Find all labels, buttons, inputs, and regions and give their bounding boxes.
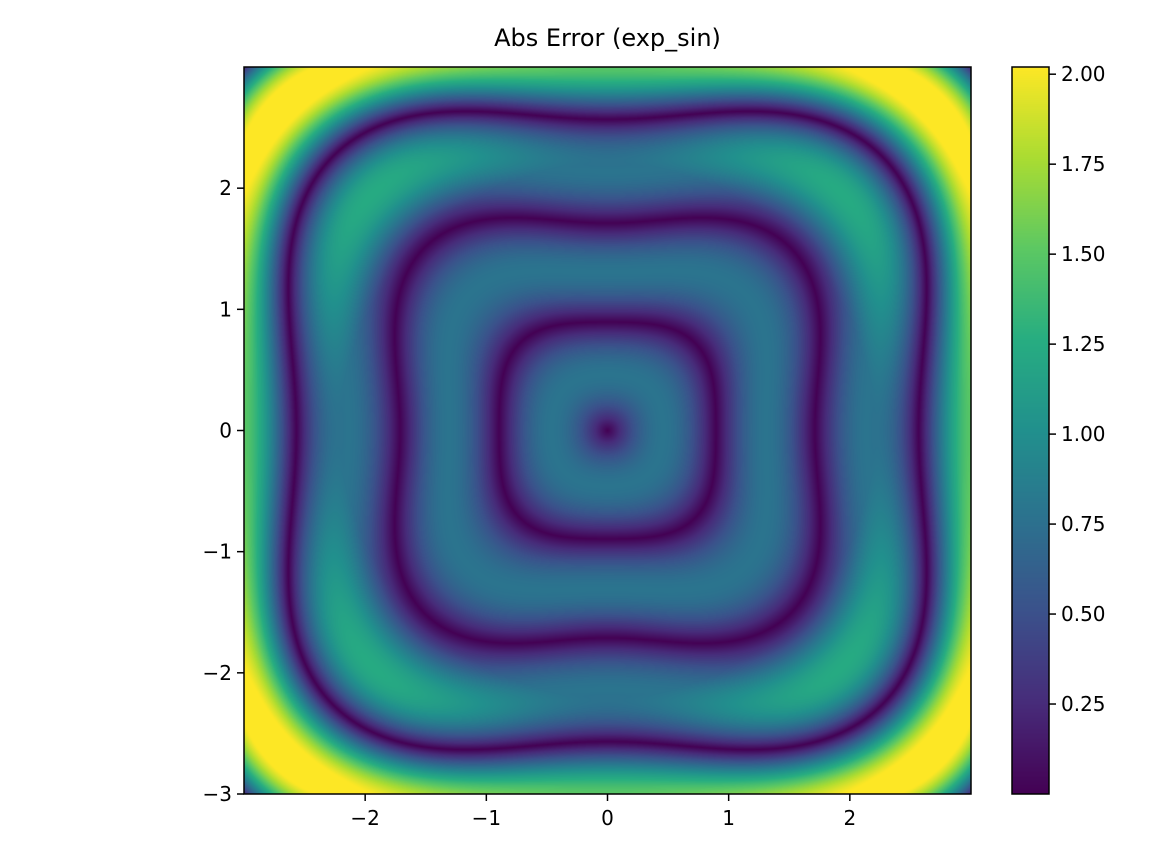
y-tick-label: −3 xyxy=(203,782,232,806)
y-tick-label: 1 xyxy=(219,297,232,321)
x-tick-label: −2 xyxy=(350,806,379,830)
y-tick-label: 0 xyxy=(219,419,232,443)
colorbar-tick-label: 0.75 xyxy=(1061,512,1106,536)
colorbar-tick-label: 0.25 xyxy=(1061,692,1106,716)
x-tick-label: −1 xyxy=(472,806,501,830)
colorbar-tick-label: 1.00 xyxy=(1061,422,1106,446)
x-tick-label: 2 xyxy=(843,806,856,830)
plot-frame xyxy=(243,66,972,795)
colorbar-tick-label: 0.50 xyxy=(1061,602,1106,626)
colorbar-tick-label: 1.25 xyxy=(1061,332,1106,356)
colorbar-ticks: 0.25 0.50 0.75 1.00 1.25 1.50 1.75 2.00 xyxy=(1049,62,1106,716)
colorbar xyxy=(1012,67,1049,794)
chart-title: Abs Error (exp_sin) xyxy=(494,24,721,52)
colorbar-tick-label: 2.00 xyxy=(1061,62,1106,86)
x-axis-ticks: −2 −1 0 1 2 xyxy=(350,794,856,830)
y-tick-label: −2 xyxy=(203,661,232,685)
heatmap-plot xyxy=(244,67,971,794)
x-tick-label: 1 xyxy=(722,806,735,830)
x-tick-label: 0 xyxy=(601,806,614,830)
colorbar-tick-label: 1.75 xyxy=(1061,152,1106,176)
colorbar-tick-label: 1.50 xyxy=(1061,242,1106,266)
y-tick-label: 2 xyxy=(219,176,232,200)
y-axis-ticks: −3 −2 −1 0 1 2 xyxy=(203,176,244,806)
y-tick-label: −1 xyxy=(203,540,232,564)
colorbar-frame xyxy=(1011,66,1050,795)
